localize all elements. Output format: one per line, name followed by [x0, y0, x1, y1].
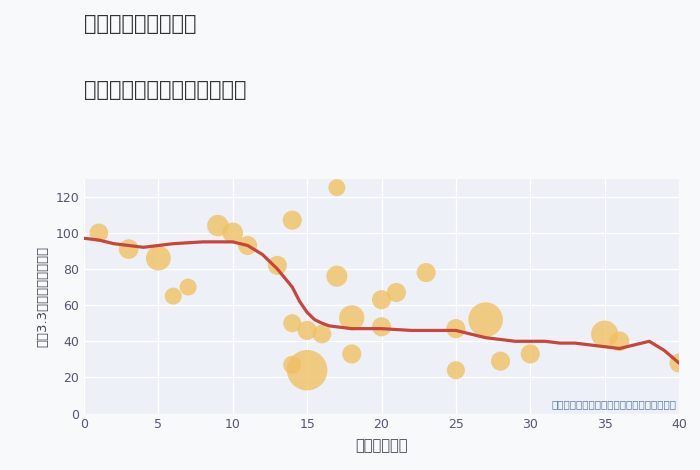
- Point: [212, 222, 223, 229]
- Point: [495, 357, 506, 365]
- Point: [450, 367, 461, 374]
- Point: [614, 337, 625, 345]
- Point: [376, 323, 387, 330]
- Point: [376, 296, 387, 304]
- Point: [391, 289, 402, 296]
- Point: [183, 283, 194, 291]
- Point: [227, 229, 238, 236]
- Point: [153, 254, 164, 262]
- Point: [287, 216, 298, 224]
- Point: [421, 269, 432, 276]
- Text: 築年数別中古マンション価格: 築年数別中古マンション価格: [84, 80, 246, 100]
- Point: [331, 273, 342, 280]
- Point: [599, 330, 610, 338]
- Y-axis label: 坪（3.3㎡）単価（万円）: 坪（3.3㎡）単価（万円）: [36, 245, 50, 347]
- Text: 奈良県橿原市新堂町: 奈良県橿原市新堂町: [84, 14, 197, 34]
- Point: [673, 359, 685, 367]
- Point: [450, 325, 461, 332]
- Point: [480, 316, 491, 323]
- Point: [168, 292, 179, 300]
- Point: [316, 330, 328, 338]
- Point: [346, 314, 357, 321]
- Point: [123, 245, 134, 253]
- Point: [93, 229, 104, 236]
- Point: [302, 367, 313, 374]
- Point: [331, 184, 342, 191]
- Point: [287, 361, 298, 368]
- Text: 円の大きさは、取引のあった物件面積を示す: 円の大きさは、取引のあった物件面積を示す: [551, 399, 676, 409]
- Point: [525, 350, 536, 358]
- Point: [287, 320, 298, 327]
- Point: [346, 350, 357, 358]
- Point: [242, 242, 253, 249]
- Point: [272, 262, 283, 269]
- Point: [302, 327, 313, 334]
- X-axis label: 築年数（年）: 築年数（年）: [355, 439, 407, 454]
